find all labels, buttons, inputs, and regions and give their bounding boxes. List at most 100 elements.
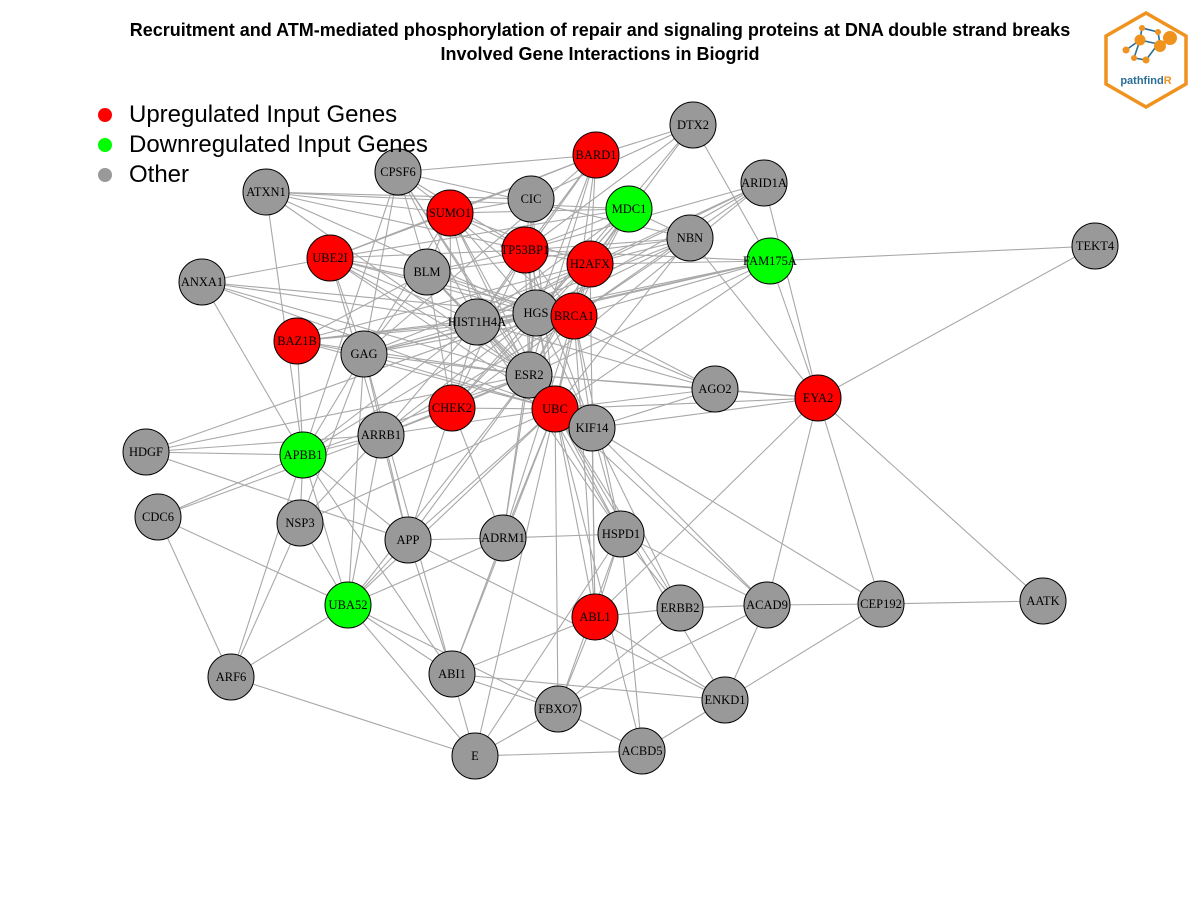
- node-label-nsp3: NSP3: [285, 516, 314, 530]
- node-circle-nsp3: [276, 499, 324, 547]
- node-circle-brca1: [550, 292, 598, 340]
- node-fam175a: FAM175A: [743, 237, 797, 285]
- edge-sumo1-esr2: [449, 212, 530, 376]
- node-circle-fam175a: [746, 237, 794, 285]
- node-label-arrb1: ARRB1: [361, 428, 401, 442]
- edge-esr2-uba52: [347, 374, 530, 606]
- node-app: APP: [384, 516, 432, 564]
- legend-label-upregulated: Upregulated Input Genes: [129, 101, 398, 128]
- node-label-enkd1: ENKD1: [705, 693, 746, 707]
- node-anxa1: ANXA1: [178, 258, 226, 306]
- edge-app-enkd1: [407, 539, 726, 701]
- node-enkd1: ENKD1: [701, 676, 749, 724]
- node-label-anxa1: ANXA1: [181, 275, 223, 289]
- node-circle-cic: [507, 175, 555, 223]
- pathfindr-logo: pathfindR: [1104, 10, 1188, 110]
- node-atxn1: ATXN1: [242, 168, 290, 216]
- edge-eya2-aatk: [817, 397, 1044, 602]
- node-label-sumo1: SUMO1: [429, 206, 471, 220]
- edge-nbn-blm: [426, 237, 691, 273]
- node-circle-atxn1: [242, 168, 290, 216]
- legend-dot-downregulated: [98, 138, 112, 152]
- node-nbn: NBN: [666, 214, 714, 262]
- edge-hdgf-esr2: [145, 374, 530, 453]
- node-mdc1: MDC1: [605, 185, 653, 233]
- node-erbb2: ERBB2: [656, 584, 704, 632]
- node-circle-fbxo7: [534, 685, 582, 733]
- node-arrb1: ARRB1: [357, 411, 405, 459]
- edge-hdgf-app: [145, 451, 409, 541]
- node-circle-enkd1: [701, 676, 749, 724]
- node-label-atxn1: ATXN1: [246, 185, 286, 199]
- node-label-apbb1: APBB1: [284, 448, 323, 462]
- node-circle-baz1b: [273, 317, 321, 365]
- node-circle-tp53bp1: [501, 226, 549, 274]
- legend-item-upregulated: Upregulated Input Genes: [96, 100, 428, 130]
- edge-arid1a-brca1: [573, 182, 765, 317]
- node-label-cep192: CEP192: [860, 597, 902, 611]
- edge-h2afx-fam175a: [589, 260, 771, 265]
- edge-bard1-cpsf6: [397, 154, 597, 173]
- edge-eya2-kif14: [591, 397, 819, 429]
- edge-gag-ubc: [363, 353, 556, 410]
- node-label-acad9: ACAD9: [746, 598, 788, 612]
- node-ube2i: UBE2I: [306, 234, 354, 282]
- node-label-blm: BLM: [413, 265, 440, 279]
- node-circle-mdc1: [605, 185, 653, 233]
- edge-cic-atxn1: [265, 191, 532, 200]
- edge-eya2-cep192: [817, 397, 882, 605]
- legend: Upregulated Input Genes Downregulated In…: [96, 100, 428, 190]
- node-hdgf: HDGF: [122, 428, 170, 476]
- edge-kif14-acad9: [591, 427, 768, 606]
- edge-mdc1-hist1h4a: [476, 208, 630, 323]
- edge-adrm1-abi1: [451, 537, 504, 675]
- edge-hdgf-apbb1: [145, 451, 304, 456]
- edge-ubc-hspd1: [554, 408, 622, 535]
- node-label-tekt4: TEKT4: [1076, 239, 1115, 253]
- edge-nbn-ubc: [554, 237, 691, 410]
- legend-item-other: Other: [96, 160, 428, 190]
- node-abl1: ABL1: [571, 593, 619, 641]
- node-tekt4: TEKT4: [1071, 222, 1119, 270]
- edge-adrm1-uba52: [347, 537, 504, 606]
- edge-e-acbd5: [474, 750, 643, 757]
- edge-ube2i-esr2: [329, 257, 530, 376]
- node-circle-abl1: [571, 593, 619, 641]
- edge-tekt4-fam175a: [769, 245, 1096, 262]
- edge-bard1-gag: [363, 154, 597, 355]
- node-label-baz1b: BAZ1B: [277, 334, 317, 348]
- legend-label-downregulated: Downregulated Input Genes: [129, 131, 428, 158]
- edge-brca1-abl1: [573, 315, 596, 618]
- node-label-ago2: AGO2: [698, 382, 731, 396]
- node-label-cic: CIC: [521, 192, 542, 206]
- node-label-abi1: ABI1: [438, 667, 466, 681]
- node-circle-cdc6: [134, 493, 182, 541]
- node-circle-anxa1: [178, 258, 226, 306]
- node-h2afx: H2AFX: [566, 240, 614, 288]
- edge-ubc-enkd1: [554, 408, 726, 701]
- edge-fam175a-brca1: [573, 260, 771, 317]
- node-circle-kif14: [568, 404, 616, 452]
- node-circle-app: [384, 516, 432, 564]
- edge-hspd1-acbd5: [620, 533, 643, 752]
- node-circle-ube2i: [306, 234, 354, 282]
- node-aatk: AATK: [1019, 577, 1067, 625]
- edge-tekt4-eya2: [817, 245, 1096, 399]
- node-circle-arrb1: [357, 411, 405, 459]
- edge-esr2-app: [407, 374, 530, 541]
- node-label-cdc6: CDC6: [142, 510, 174, 524]
- edge-atxn1-hgs: [265, 191, 537, 314]
- node-label-erbb2: ERBB2: [661, 601, 700, 615]
- node-circle-bard1: [572, 131, 620, 179]
- node-arid1a: ARID1A: [740, 159, 788, 207]
- node-label-hist1h4a: HIST1H4A: [448, 315, 506, 329]
- edge-brca1-adrm1: [502, 315, 575, 539]
- node-label-ube2i: UBE2I: [312, 251, 347, 265]
- edge-esr2-adrm1: [502, 374, 530, 539]
- edge-apbb1-abi1: [302, 454, 453, 675]
- node-label-bard1: BARD1: [576, 148, 617, 162]
- node-label-app: APP: [397, 533, 420, 547]
- node-circle-adrm1: [479, 514, 527, 562]
- node-label-uba52: UBA52: [329, 598, 368, 612]
- edge-tp53bp1-kif14: [524, 249, 593, 429]
